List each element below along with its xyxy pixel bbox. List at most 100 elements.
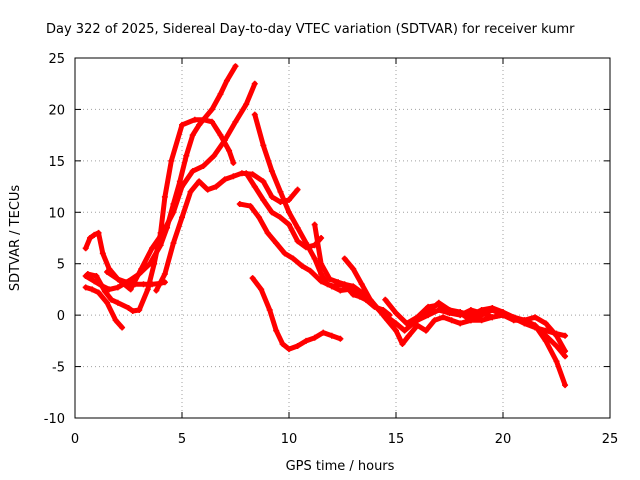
data-point xyxy=(127,286,134,293)
data-point xyxy=(82,245,89,252)
data-point xyxy=(425,303,432,310)
data-point xyxy=(403,320,410,327)
data-point xyxy=(183,152,190,159)
data-point xyxy=(328,332,335,339)
data-point xyxy=(208,118,215,125)
data-point xyxy=(311,334,318,341)
data-point xyxy=(157,229,164,236)
data-point xyxy=(307,267,314,274)
data-point xyxy=(268,193,275,200)
data-point xyxy=(191,116,198,123)
data-point xyxy=(356,293,363,300)
x-tick-label: 5 xyxy=(178,432,186,447)
data-point xyxy=(350,291,357,298)
data-point xyxy=(170,209,177,216)
grid xyxy=(75,58,610,418)
data-point xyxy=(189,132,196,139)
data-point xyxy=(286,221,292,228)
data-point xyxy=(414,322,421,329)
data-point xyxy=(279,340,286,347)
series-arc-8 xyxy=(243,170,324,250)
data-point xyxy=(249,171,256,178)
data-point xyxy=(114,284,121,291)
data-point xyxy=(89,286,96,293)
series-arc-12 xyxy=(342,256,568,359)
data-point xyxy=(213,183,220,190)
data-point xyxy=(478,310,485,317)
data-point xyxy=(562,353,569,360)
data-point xyxy=(264,229,271,236)
data-point xyxy=(260,196,267,203)
data-point xyxy=(375,307,382,313)
data-point xyxy=(542,320,549,327)
data-point xyxy=(251,111,258,118)
data-point xyxy=(176,178,183,185)
chart-title: Day 322 of 2025, Sidereal Day-to-day VTE… xyxy=(46,22,575,37)
data-point xyxy=(290,255,297,262)
data-point xyxy=(467,307,474,313)
data-point xyxy=(196,121,203,128)
data-point xyxy=(425,312,432,319)
data-point xyxy=(457,312,464,319)
data-point xyxy=(294,238,301,245)
data-point xyxy=(350,283,357,290)
data-point xyxy=(189,168,196,175)
data-point xyxy=(179,121,185,128)
y-tick-label: 20 xyxy=(48,103,65,118)
data-point xyxy=(341,281,348,288)
data-point xyxy=(82,284,89,291)
axis-ticks: 0 5 10 15 20 25 -10 -5 0 5 10 15 20 25 xyxy=(44,52,619,447)
data-point xyxy=(448,317,455,324)
x-tick-label: 25 xyxy=(602,432,619,447)
data-point xyxy=(335,279,342,286)
data-point xyxy=(431,317,438,324)
data-point xyxy=(196,178,203,185)
data-point xyxy=(303,240,310,247)
data-point xyxy=(168,157,175,164)
data-point xyxy=(277,214,284,221)
plot-frame xyxy=(74,57,611,419)
data-point xyxy=(405,332,412,339)
data-point xyxy=(211,152,218,159)
data-point xyxy=(521,317,528,324)
data-point xyxy=(367,296,374,303)
data-point xyxy=(294,343,301,349)
data-point xyxy=(251,183,258,190)
y-tick-label: -10 xyxy=(44,412,65,427)
data-point xyxy=(217,132,224,139)
data-point xyxy=(95,229,102,236)
data-point xyxy=(399,340,406,347)
data-point xyxy=(187,188,194,195)
data-point xyxy=(236,201,243,208)
data-point xyxy=(553,343,560,349)
data-point xyxy=(393,320,399,327)
data-point xyxy=(232,118,239,125)
data-point xyxy=(553,358,560,365)
y-axis-label: SDTVAR / TECUs xyxy=(8,185,23,292)
data-point xyxy=(532,314,539,321)
data-point xyxy=(260,142,267,149)
data-point xyxy=(542,337,549,344)
data-point xyxy=(217,91,224,97)
data-point xyxy=(273,240,280,247)
data-point xyxy=(510,317,517,324)
data-point xyxy=(249,275,256,282)
data-point xyxy=(273,327,280,334)
data-point xyxy=(384,317,391,324)
data-point xyxy=(208,106,215,113)
data-point xyxy=(401,327,408,334)
data-point xyxy=(311,221,318,228)
data-point xyxy=(260,178,267,185)
x-tick-label: 20 xyxy=(495,432,512,447)
data-point xyxy=(232,63,239,70)
data-point xyxy=(149,245,156,252)
y-tick-label: 10 xyxy=(48,206,65,221)
data-point xyxy=(393,310,399,317)
data-point xyxy=(489,314,496,321)
data-point xyxy=(457,320,464,327)
data-point xyxy=(84,271,91,277)
data-point xyxy=(179,183,185,190)
data-point xyxy=(326,276,333,283)
data-point xyxy=(294,186,301,193)
